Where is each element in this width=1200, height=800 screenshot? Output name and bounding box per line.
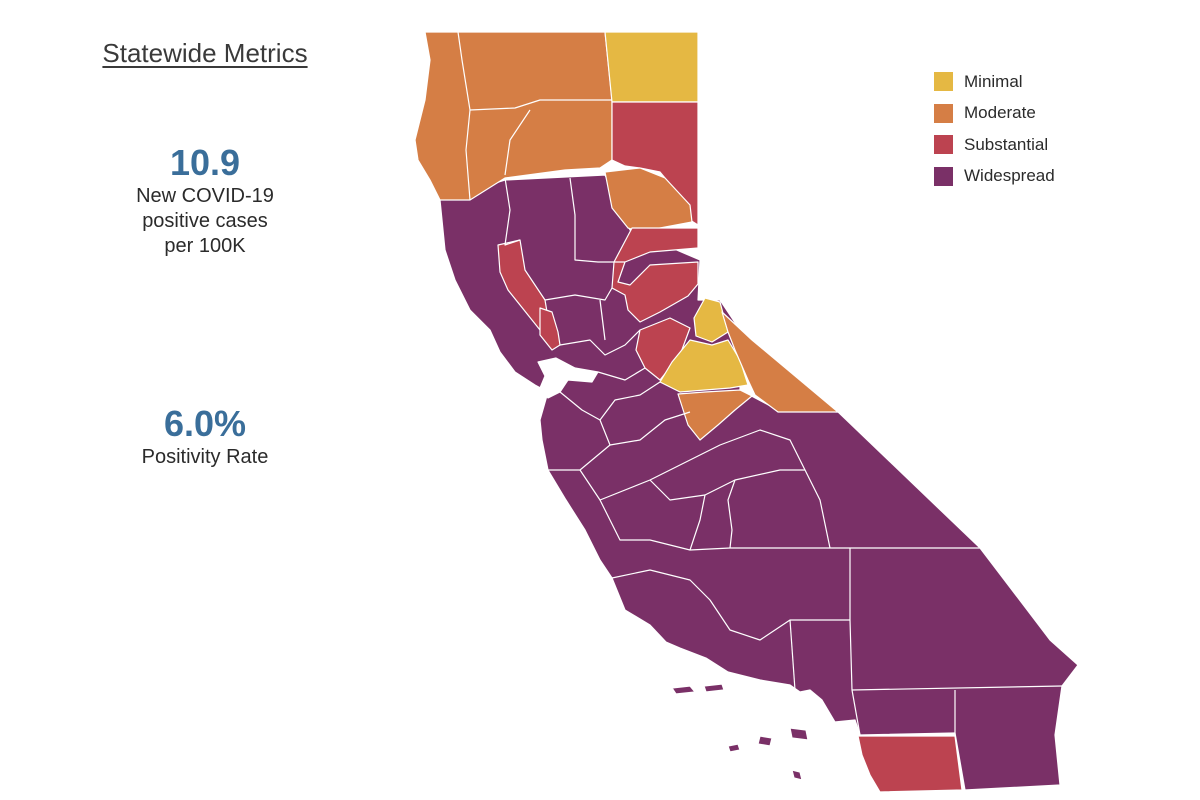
legend-item-widespread: Widespread	[934, 161, 1134, 193]
bay-area-water	[537, 357, 599, 399]
legend-swatch-widespread	[934, 166, 953, 186]
metric-cases: 10.9 New COVID-19 positive cases per 100…	[60, 142, 350, 259]
cases-label-line3: per 100K	[164, 235, 246, 257]
legend-swatch-moderate	[934, 103, 953, 123]
metric-positivity: 6.0% Positivity Rate	[60, 403, 350, 470]
county-region-moderate-mariposa	[677, 389, 753, 441]
positivity-label: Positivity Rate	[141, 446, 269, 468]
legend-label-minimal: Minimal	[964, 71, 1023, 91]
legend-label-substantial: Substantial	[964, 134, 1049, 154]
legend-item-minimal: Minimal	[934, 66, 1134, 98]
county-region-minimal-north	[604, 31, 699, 103]
channel-islands	[671, 683, 809, 781]
cases-value: 10.9	[169, 142, 241, 183]
county-boundaries	[457, 31, 1063, 736]
statewide-metrics-panel: Statewide Metrics 10.9 New COVID-19 posi…	[60, 38, 350, 468]
county-region-moderate-plumas	[604, 167, 693, 233]
cases-label-line2: positive cases	[142, 210, 268, 232]
legend-swatch-substantial	[934, 135, 953, 155]
tier-legend: Minimal Moderate Substantial Widespread	[934, 66, 1134, 192]
county-region-substantial-sierra	[611, 227, 699, 323]
county-region-widespread	[439, 174, 1079, 791]
legend-label-widespread: Widespread	[964, 166, 1055, 186]
county-region-minimal-alpine	[693, 297, 729, 343]
county-region-moderate-mono	[721, 311, 839, 413]
positivity-value: 6.0%	[163, 403, 247, 444]
cases-label-line1: New COVID-19	[136, 185, 274, 207]
county-region-moderate-north	[414, 31, 613, 201]
county-region-minimal-tuolumne	[659, 339, 749, 393]
county-region-substantial-sandiego	[857, 735, 963, 793]
legend-swatch-minimal	[934, 72, 953, 92]
legend-item-substantial: Substantial	[934, 129, 1134, 161]
legend-label-moderate: Moderate	[964, 103, 1036, 123]
metrics-title: Statewide Metrics	[102, 38, 308, 68]
legend-item-moderate: Moderate	[934, 98, 1134, 130]
